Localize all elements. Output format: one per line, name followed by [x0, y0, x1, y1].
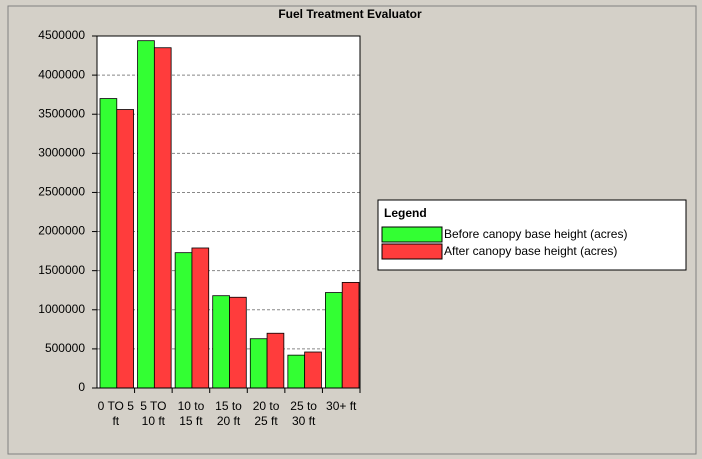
bar	[153, 47, 172, 389]
bar	[174, 252, 193, 389]
y-tick-label: 500000	[45, 341, 85, 355]
legend-title: Legend	[384, 206, 427, 220]
bar	[325, 292, 343, 389]
legend-label: Before canopy base height (acres)	[444, 227, 627, 241]
x-tick-label: 30+ ft	[326, 399, 357, 413]
bar	[137, 40, 155, 389]
y-tick-label: 1000000	[38, 302, 85, 316]
bar	[341, 281, 360, 389]
x-tick-label: 10 to 15 ft	[177, 399, 205, 428]
x-tick-label: 5 TO 10 ft	[140, 399, 167, 428]
bar	[304, 351, 322, 389]
bar	[266, 332, 285, 389]
x-tick-label: 15 to 20 ft	[215, 399, 242, 428]
bar	[191, 247, 210, 389]
chart-title: Fuel Treatment Evaluator	[278, 7, 422, 21]
bar	[287, 354, 306, 389]
y-tick-label: 0	[78, 380, 85, 394]
bar	[212, 295, 230, 389]
bar	[116, 109, 134, 389]
y-tick-label: 4500000	[38, 28, 85, 42]
x-tick-label: 0 TO 5 ft	[97, 399, 134, 428]
y-tick-label: 2000000	[38, 224, 85, 238]
bar	[229, 296, 247, 389]
legend-label: After canopy base height (acres)	[444, 244, 617, 258]
y-tick-label: 2500000	[38, 185, 85, 199]
y-tick-label: 3000000	[38, 146, 85, 160]
y-tick-label: 4000000	[38, 67, 85, 81]
plot-border	[96, 35, 361, 389]
bar	[249, 338, 268, 389]
y-tick-label: 1500000	[38, 263, 85, 277]
bar	[99, 98, 118, 389]
y-tick-label: 3500000	[38, 106, 85, 120]
x-tick-label: 25 to 30 ft	[290, 399, 317, 428]
legend-swatch	[381, 243, 443, 260]
legend-swatch	[381, 226, 443, 243]
x-tick-label: 20 to 25 ft	[252, 399, 280, 428]
